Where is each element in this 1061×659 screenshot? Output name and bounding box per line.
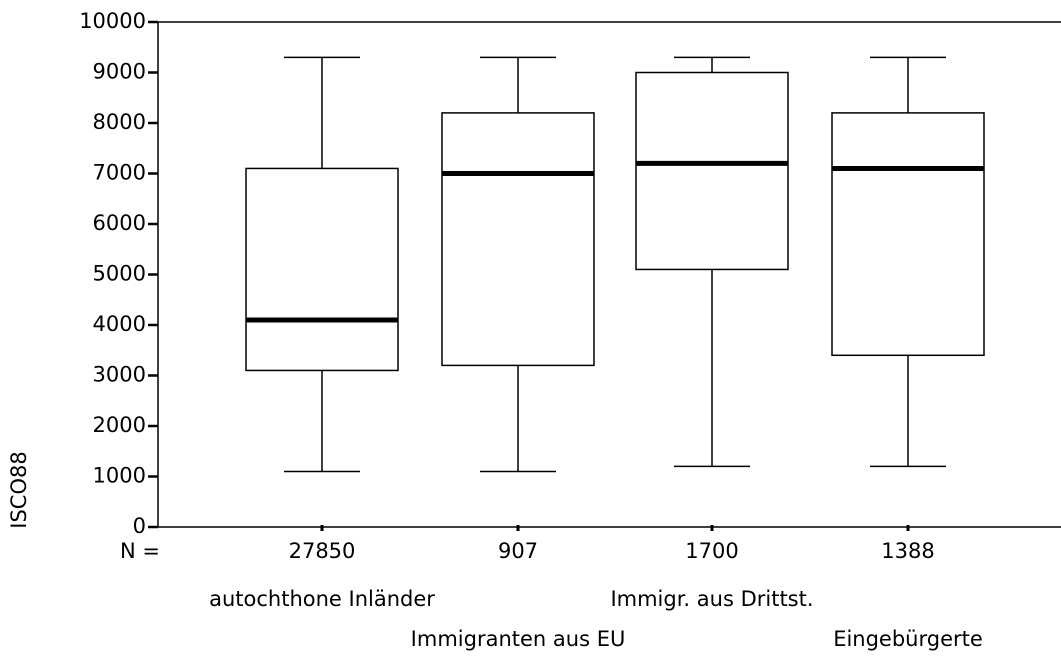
box — [831, 112, 985, 357]
y-tick-label: 6000 — [93, 211, 146, 235]
y-tick-label: 2000 — [93, 413, 146, 437]
n-label: N = — [120, 539, 160, 563]
count-label: 1388 — [881, 539, 934, 563]
box — [245, 167, 399, 372]
y-tick-label: 5000 — [93, 262, 146, 286]
y-tick-label: 9000 — [93, 60, 146, 84]
y-tick-label: 1000 — [93, 464, 146, 488]
x-tick-label: autochthone Inländer — [209, 587, 435, 611]
box — [635, 71, 789, 271]
y-tick-label: 8000 — [93, 110, 146, 134]
box — [441, 112, 595, 367]
x-tick-label: Immigr. aus Drittst. — [610, 587, 813, 611]
y-tick-label: 3000 — [93, 363, 146, 387]
y-tick-label: 10000 — [79, 9, 146, 33]
x-tick-label: Eingebürgerte — [833, 627, 983, 651]
y-tick-label: 7000 — [93, 161, 146, 185]
x-tick-label: Immigranten aus EU — [411, 627, 626, 651]
count-label: 1700 — [685, 539, 738, 563]
y-tick-label: 4000 — [93, 312, 146, 336]
count-label: 907 — [498, 539, 538, 563]
y-tick-label: 0 — [133, 514, 146, 538]
y-axis-label: ISCO88 — [7, 451, 31, 528]
count-label: 27850 — [289, 539, 356, 563]
